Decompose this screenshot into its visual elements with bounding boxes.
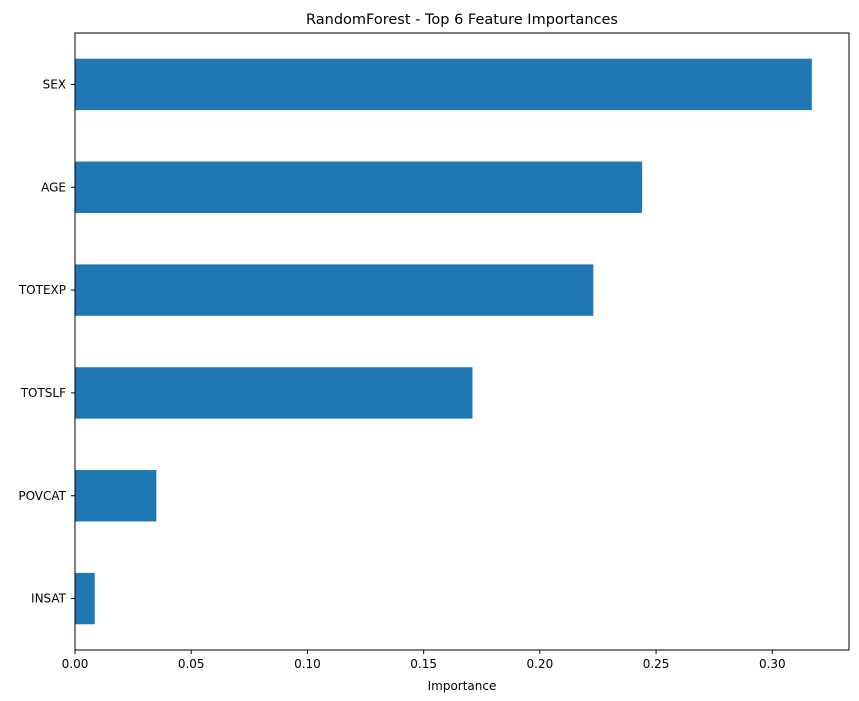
chart-title: RandomForest - Top 6 Feature Importances	[306, 12, 618, 28]
bar-age	[75, 161, 643, 213]
bar-insat	[75, 572, 95, 625]
x-tick-label: 0.15	[410, 657, 437, 671]
x-tick-label: 0.10	[294, 657, 321, 671]
y-tick-label: TOTSLF	[20, 386, 66, 400]
y-axis: SEX AGE TOTEXP TOTSLF POVCAT INSAT	[18, 77, 75, 606]
x-tick-label: 0.25	[643, 657, 670, 671]
bar-totexp	[75, 264, 594, 316]
x-tick-label: 0.00	[62, 657, 89, 671]
bar-totslf	[75, 367, 473, 419]
y-tick-label: AGE	[41, 180, 66, 194]
y-tick-label: INSAT	[31, 592, 67, 606]
bar-povcat	[75, 470, 157, 522]
bar-sex	[75, 58, 812, 111]
y-tick-label: POVCAT	[18, 489, 66, 503]
plot-frame	[74, 32, 850, 651]
x-axis-title: Importance	[428, 679, 497, 693]
x-tick-label: 0.20	[527, 657, 554, 671]
bars-layer	[75, 58, 812, 625]
y-tick-label: TOTEXP	[18, 283, 66, 297]
x-tick-label: 0.05	[178, 657, 205, 671]
x-axis: 0.00 0.05 0.10 0.15 0.20 0.25 0.30	[62, 650, 786, 671]
x-tick-label: 0.30	[759, 657, 786, 671]
y-tick-label: SEX	[43, 77, 66, 91]
